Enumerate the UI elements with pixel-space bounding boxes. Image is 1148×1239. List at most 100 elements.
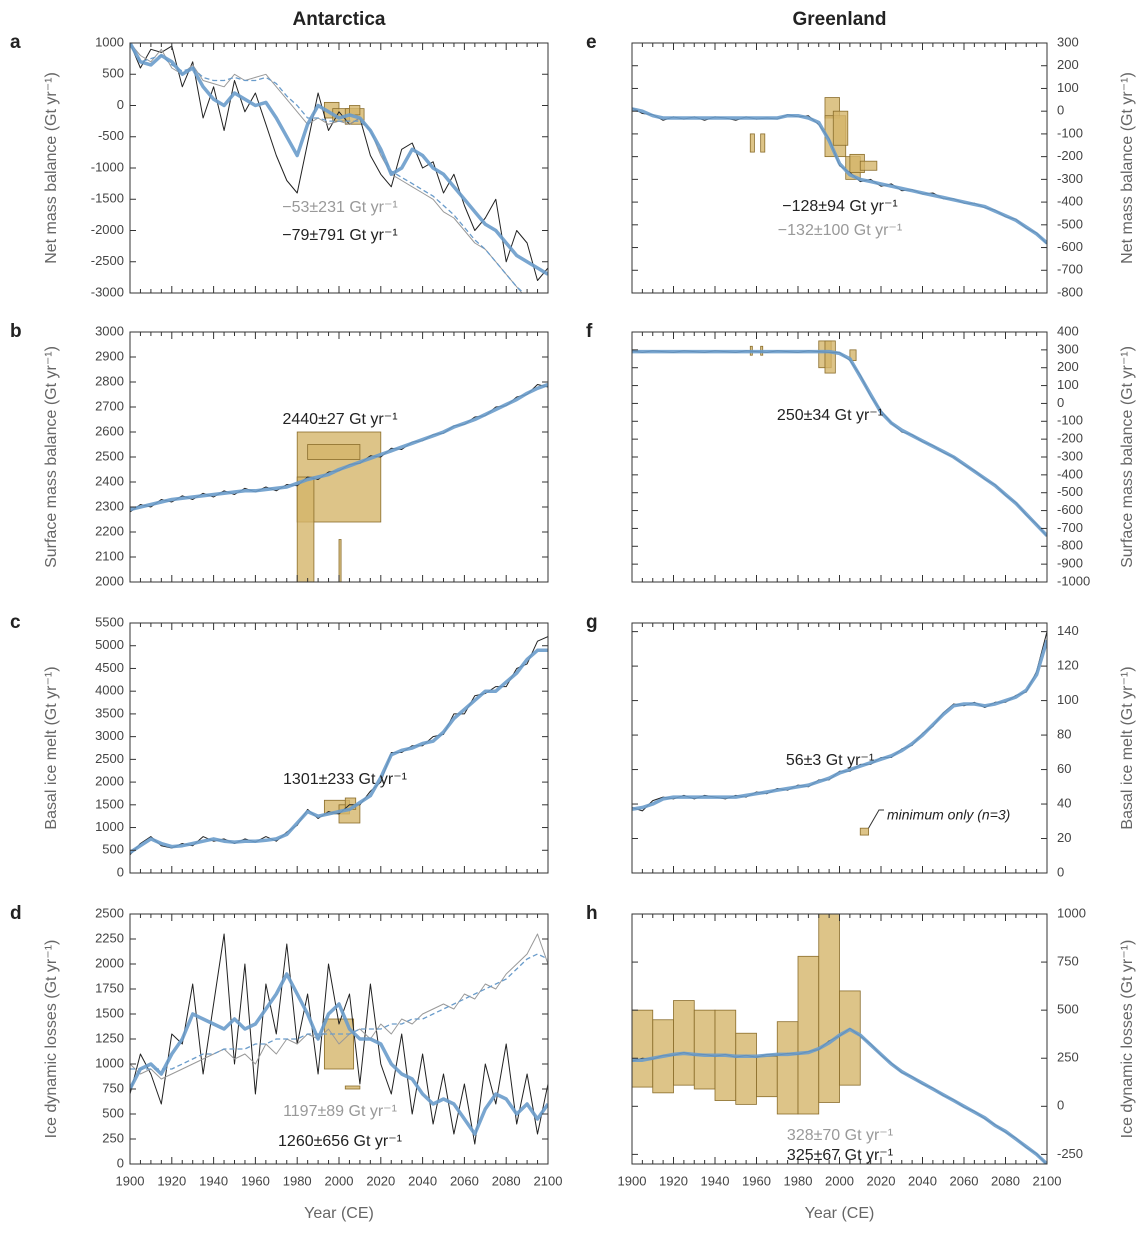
panel-label: h [586,903,598,924]
y-tick-label: 40 [1057,795,1071,810]
plot-area [130,43,548,293]
y-tick-label: 1000 [95,819,124,834]
y-tick-label: 2800 [95,373,124,388]
x-tick-label: 1940 [199,1173,228,1188]
y-tick-label: 2700 [95,398,124,413]
y-tick-label: 1250 [95,1030,124,1045]
series-line [130,933,548,1080]
x-tick-label: 2020 [867,1173,896,1188]
y-tick-label: 2200 [95,523,124,538]
y-tick-label: 3000 [95,323,124,338]
y-axis-label: Basal ice melt (Gt yr⁻¹) [43,666,60,829]
y-tick-label: 100 [1057,80,1079,95]
panel-label: g [586,612,598,633]
panel-label: a [10,32,21,53]
x-tick-label: 2000 [825,1173,854,1188]
plot-area [632,97,1047,245]
series-line [632,350,1047,537]
y-tick-label: 2000 [95,573,124,588]
y-tick-label: -2500 [91,253,124,268]
y-tick-label: 200 [1057,359,1079,374]
panel-label: c [10,612,21,633]
y-axis-label: Ice dynamic losses (Gt yr⁻¹) [43,940,60,1139]
y-tick-label: -200 [1057,431,1083,446]
x-tick-label: 2060 [450,1173,479,1188]
annotation: −79±791 Gt yr⁻¹ [282,227,398,244]
y-tick-label: -100 [1057,413,1083,428]
y-tick-label: 250 [1057,1050,1079,1065]
y-tick-label: -1000 [1057,573,1090,588]
x-tick-label: 1900 [116,1173,145,1188]
observation-box [344,1085,361,1090]
y-tick-label: 3500 [95,705,124,720]
y-tick-label: -300 [1057,171,1083,186]
plot-area [632,631,1047,836]
annotation: 1301±233 Gt yr⁻¹ [283,771,407,788]
y-tick-label: 1000 [1057,905,1086,920]
y-tick-label: -250 [1057,1146,1083,1161]
annotation: minimum only (n=3) [887,807,1010,823]
y-tick-label: 2500 [95,751,124,766]
y-tick-label: 4500 [95,660,124,675]
series-line [130,933,548,1145]
y-tick-label: 0 [117,97,124,112]
y-tick-label: -1500 [91,191,124,206]
y-axis-label: Net mass balance (Gt yr⁻¹) [1119,72,1136,264]
plot-area [130,933,548,1145]
x-axis-label: Year (CE) [304,1205,374,1222]
y-tick-label: -400 [1057,194,1083,209]
y-axis-label: Surface mass balance (Gt yr⁻¹) [43,346,60,568]
observation-box [776,1021,799,1115]
y-tick-label: -3000 [91,284,124,299]
observation-box [307,444,361,460]
y-tick-label: -800 [1057,538,1083,553]
y-tick-label: 1500 [95,1005,124,1020]
observation-box [693,1009,716,1090]
y-tick-label: 0 [117,864,124,879]
series-line [632,349,1047,537]
x-tick-label: 2080 [492,1173,521,1188]
series-line [130,648,548,854]
observation-box [632,1009,654,1088]
y-tick-label: -1000 [91,159,124,174]
observation-box [832,110,849,146]
y-tick-label: -500 [1057,216,1083,231]
y-tick-label: -900 [1057,556,1083,571]
y-tick-label: -200 [1057,148,1083,163]
observation-box [824,340,836,374]
y-tick-label: 1000 [95,1055,124,1070]
plot-frame [631,622,1048,874]
annotation: 56±3 Gt yr⁻¹ [786,752,874,769]
observation-box [749,133,755,153]
x-tick-label: 1960 [742,1173,771,1188]
series-line [632,631,1047,812]
y-axis-label: Basal ice melt (Gt yr⁻¹) [1119,666,1136,829]
x-axis-label: Year (CE) [805,1205,875,1222]
y-tick-label: 140 [1057,623,1079,638]
x-tick-label: 1980 [283,1173,312,1188]
observation-box [756,1055,778,1098]
y-tick-label: 2100 [95,548,124,563]
panel-label: e [586,32,597,53]
observation-box [296,476,315,582]
x-tick-label: 1920 [659,1173,688,1188]
x-tick-label: 1900 [618,1173,647,1188]
plot-area [632,914,1047,1164]
y-axis-label: Surface mass balance (Gt yr⁻¹) [1119,346,1136,568]
y-tick-label: 100 [1057,377,1079,392]
y-tick-label: 2250 [95,930,124,945]
x-tick-label: 1920 [157,1173,186,1188]
y-tick-label: 2600 [95,423,124,438]
y-tick-label: 4000 [95,683,124,698]
y-tick-label: 2900 [95,348,124,363]
x-tick-label: 1980 [784,1173,813,1188]
series-line [632,107,1047,245]
series-line [130,953,548,1070]
plot-area [632,340,1047,537]
y-tick-label: 100 [1057,692,1079,707]
plot-frame [631,42,1048,294]
annotation: 1260±656 Gt yr⁻¹ [278,1133,402,1150]
y-tick-label: -600 [1057,502,1083,517]
observation-box [859,827,869,836]
y-tick-label: 0 [1057,864,1064,879]
